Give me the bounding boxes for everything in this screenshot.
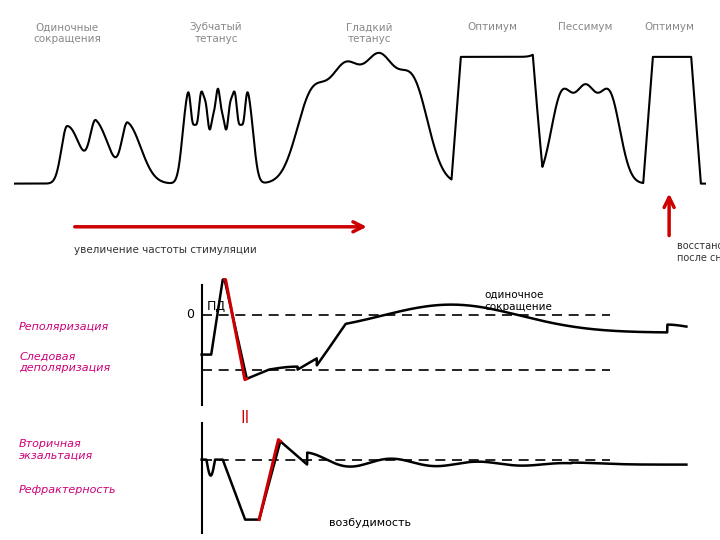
Text: увеличение частоты стимуляции: увеличение частоты стимуляции [74, 245, 256, 255]
Text: восстановление оптимума
после снижения частоты: восстановление оптимума после снижения ч… [677, 241, 720, 263]
Text: Оптимум: Оптимум [644, 22, 694, 32]
Text: 0: 0 [186, 308, 194, 321]
Text: Зубчатый
тетанус: Зубчатый тетанус [189, 22, 243, 44]
Text: Вторичная
экзальтация: Вторичная экзальтация [19, 439, 94, 461]
Text: одиночное
сокращение: одиночное сокращение [485, 290, 553, 312]
Text: Оптимум: Оптимум [467, 22, 518, 32]
Text: ||: || [240, 410, 249, 423]
Text: Пессимум: Пессимум [559, 22, 613, 32]
Text: Гладкий
тетанус: Гладкий тетанус [346, 22, 393, 44]
Text: Одиночные
сокращения: Одиночные сокращения [33, 22, 101, 44]
Text: возбудимость: возбудимость [328, 518, 410, 528]
Text: Рефрактерность: Рефрактерность [19, 484, 117, 495]
Text: ПД: ПД [207, 300, 225, 313]
Text: Следовая
деполяризация: Следовая деполяризация [19, 352, 110, 373]
Text: Реполяризация: Реполяризация [19, 322, 109, 332]
